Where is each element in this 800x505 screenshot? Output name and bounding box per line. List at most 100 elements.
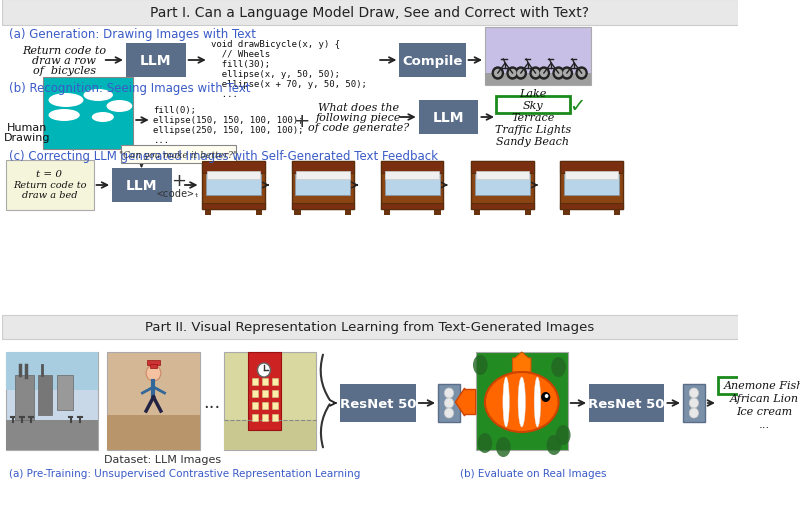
Bar <box>525 209 531 216</box>
Bar <box>202 162 265 174</box>
Bar <box>6 161 94 211</box>
Bar <box>2 316 738 339</box>
Text: Part I. Can a Language Model Draw, See and Correct with Text?: Part I. Can a Language Model Draw, See a… <box>150 6 590 20</box>
Text: following piece: following piece <box>316 113 402 123</box>
Text: Traffic Lights: Traffic Lights <box>494 125 571 135</box>
Text: Compile: Compile <box>402 55 462 67</box>
Bar <box>15 375 34 420</box>
Circle shape <box>578 70 585 77</box>
Circle shape <box>445 408 454 418</box>
Bar <box>386 172 439 180</box>
Text: Lake: Lake <box>519 89 546 99</box>
Circle shape <box>541 70 547 77</box>
Ellipse shape <box>92 113 114 123</box>
Text: of code generate?: of code generate? <box>308 123 410 133</box>
Bar <box>43 78 134 149</box>
Circle shape <box>258 363 270 377</box>
Circle shape <box>545 394 549 398</box>
Bar <box>112 169 172 203</box>
Text: (b) Evaluate on Real Images: (b) Evaluate on Real Images <box>461 468 607 478</box>
Text: void drawBicycle(x, y) {: void drawBicycle(x, y) { <box>211 39 341 48</box>
Bar <box>256 209 262 216</box>
Ellipse shape <box>518 377 526 427</box>
Bar <box>252 378 258 385</box>
Ellipse shape <box>473 356 488 375</box>
Text: "Can you make it better?": "Can you make it better?" <box>119 150 238 159</box>
Text: fill(0);: fill(0); <box>154 105 197 114</box>
Circle shape <box>553 68 564 80</box>
Bar <box>564 170 619 195</box>
Bar <box>589 384 665 422</box>
Bar <box>6 352 98 450</box>
Text: ellipse(x, y, 50, 50);: ellipse(x, y, 50, 50); <box>211 69 341 78</box>
Bar <box>122 146 236 164</box>
Ellipse shape <box>551 358 566 377</box>
Bar <box>272 414 278 421</box>
Ellipse shape <box>478 433 492 453</box>
Bar <box>107 415 199 450</box>
Bar <box>224 352 317 450</box>
Text: ...: ... <box>211 89 238 98</box>
Bar <box>224 420 317 450</box>
Text: draw a row: draw a row <box>32 56 96 66</box>
Bar <box>252 390 258 397</box>
Text: ...: ... <box>758 418 770 431</box>
Bar <box>2 0 738 26</box>
Ellipse shape <box>556 425 570 445</box>
Bar <box>474 170 530 195</box>
Bar <box>206 170 261 195</box>
Bar <box>147 360 160 365</box>
Text: LLM: LLM <box>126 179 158 192</box>
Circle shape <box>555 70 562 77</box>
Bar <box>471 204 534 210</box>
Circle shape <box>690 388 698 398</box>
Text: t = 0: t = 0 <box>37 169 62 178</box>
Bar <box>340 384 416 422</box>
Bar <box>561 162 623 174</box>
Bar <box>345 209 351 216</box>
Ellipse shape <box>49 110 80 122</box>
Bar <box>262 390 268 397</box>
Bar <box>272 390 278 397</box>
Text: fill(30);: fill(30); <box>211 60 270 68</box>
Text: Sandy Beach: Sandy Beach <box>496 137 570 147</box>
Bar <box>262 378 268 385</box>
Ellipse shape <box>485 372 558 432</box>
Ellipse shape <box>534 377 541 427</box>
Text: (a) Pre-Training: Unsupervised Contrastive Representation Learning: (a) Pre-Training: Unsupervised Contrasti… <box>9 468 360 478</box>
Bar <box>438 384 460 422</box>
Text: (c) Correcting LLM generated Images with Self-Generated Text Feedback: (c) Correcting LLM generated Images with… <box>9 149 438 162</box>
Circle shape <box>507 68 518 80</box>
Bar <box>248 352 281 430</box>
Circle shape <box>510 70 516 77</box>
Bar <box>262 402 268 409</box>
Circle shape <box>492 68 503 80</box>
Circle shape <box>494 70 501 77</box>
Bar <box>252 402 258 409</box>
Bar <box>614 209 620 216</box>
Text: draw a bed: draw a bed <box>22 190 77 199</box>
Bar <box>496 97 570 114</box>
Circle shape <box>445 388 454 398</box>
Circle shape <box>530 68 541 80</box>
Text: Return code to: Return code to <box>13 180 86 189</box>
Bar <box>291 162 354 174</box>
Circle shape <box>518 70 524 77</box>
Text: LLM: LLM <box>432 111 464 125</box>
Bar <box>38 375 52 415</box>
Text: African Lion: African Lion <box>730 393 798 403</box>
Bar <box>272 378 278 385</box>
Bar <box>471 162 534 174</box>
Text: ✓: ✓ <box>569 96 585 115</box>
Bar <box>6 352 98 390</box>
Bar <box>561 162 623 210</box>
Bar <box>272 402 278 409</box>
Bar <box>291 204 354 210</box>
Text: LLM: LLM <box>139 54 171 68</box>
FancyArrow shape <box>513 352 531 372</box>
Bar <box>202 162 265 210</box>
Circle shape <box>146 365 161 381</box>
Text: Drawing: Drawing <box>4 133 50 143</box>
Text: Anemone Fish: Anemone Fish <box>724 380 800 390</box>
Text: Sky: Sky <box>522 101 543 111</box>
